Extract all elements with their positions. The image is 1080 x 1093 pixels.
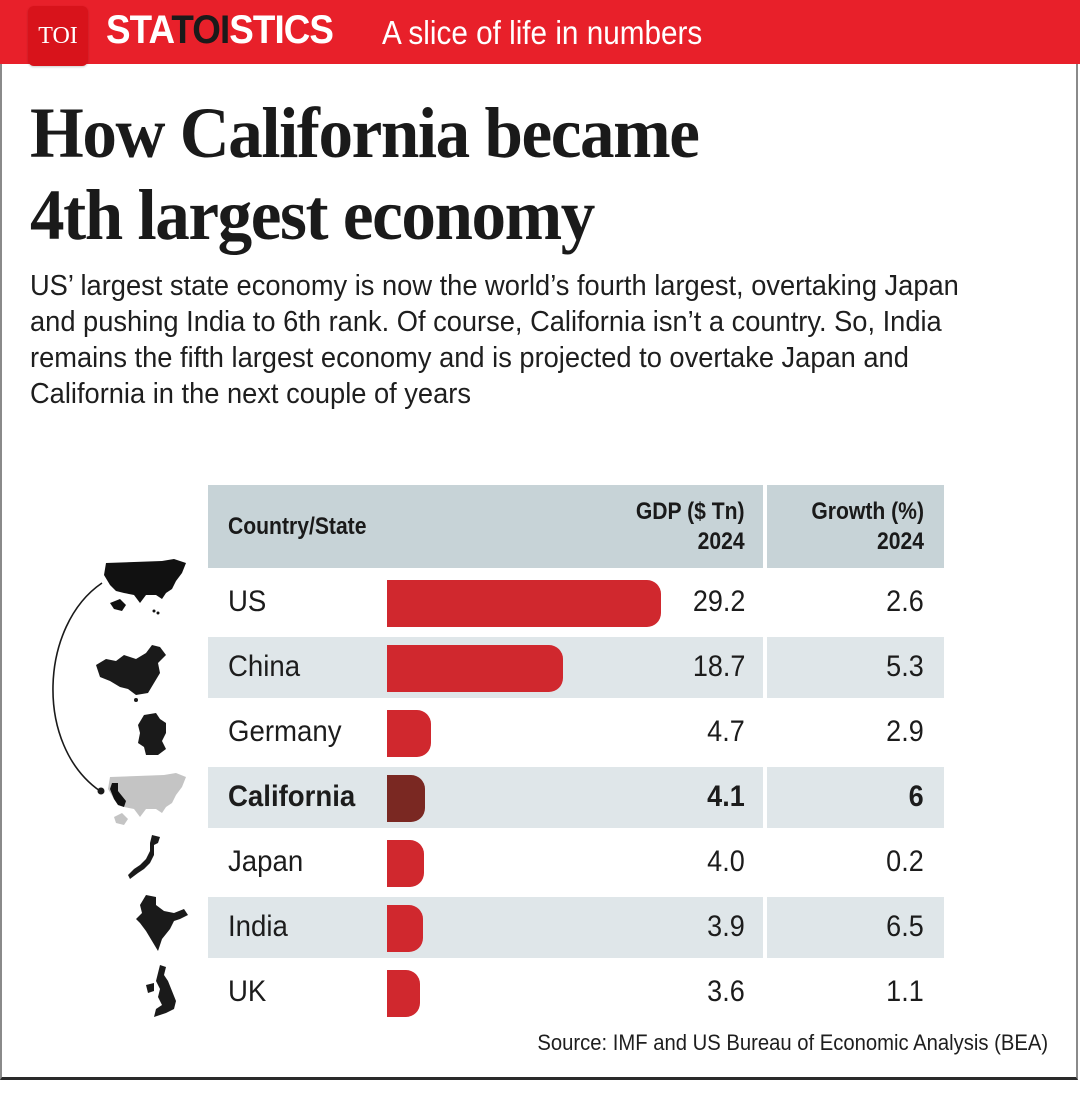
row-growth-value: 6.5 [886, 910, 924, 943]
row-growth-value: 0.2 [886, 845, 924, 878]
brand-suffix: STICS [229, 8, 334, 52]
row-gdp-value: 4.7 [707, 715, 745, 748]
statoistics-brand: STATOISTICS [106, 8, 334, 53]
row-main-cell: Japan 4.0 [208, 832, 763, 893]
row-gdp-value: 3.6 [707, 975, 745, 1008]
germany-map-icon [138, 713, 166, 755]
column-header-country: Country/State [228, 513, 367, 540]
table-row: China 18.7 5.3 [208, 637, 944, 702]
column-header-gdp: GDP ($ Tn) 2024 [636, 497, 745, 557]
row-gdp-value: 4.0 [707, 845, 745, 878]
row-growth-cell: 2.9 [767, 702, 944, 763]
table-row: Japan 4.0 0.2 [208, 832, 944, 897]
gdp-bar-highlighted [387, 775, 425, 822]
title-line-2: 4th largest economy [30, 175, 595, 255]
gdp-header-label: GDP ($ Tn) [636, 498, 745, 525]
table-row: India 3.9 6.5 [208, 897, 944, 962]
page-title: How California became 4th largest econom… [30, 92, 700, 256]
california-map-icon [108, 773, 186, 825]
india-map-icon [136, 895, 188, 951]
row-growth-cell: 2.6 [767, 572, 944, 633]
header-cell-growth: Growth (%) 2024 [767, 485, 944, 568]
row-main-cell: China 18.7 [208, 637, 763, 698]
row-country-name: UK [228, 975, 267, 1008]
gdp-bar [387, 840, 424, 887]
row-country-name: US [228, 585, 267, 618]
gdp-bar [387, 710, 431, 757]
brand-middle: TOI [171, 8, 230, 52]
row-main-cell: UK 3.6 [208, 962, 763, 1023]
connector-arc-icon [52, 582, 105, 795]
header-cell-country-gdp: Country/State GDP ($ Tn) 2024 [208, 485, 763, 568]
table-row: UK 3.6 1.1 [208, 962, 944, 1027]
toi-logo: TOI [28, 6, 88, 66]
growth-header-label: Growth (%) [811, 498, 924, 525]
growth-header-year: 2024 [877, 528, 924, 555]
row-main-cell: Germany 4.7 [208, 702, 763, 763]
row-country-name: Germany [228, 715, 342, 748]
row-country-name: China [228, 650, 301, 683]
gdp-bar [387, 970, 420, 1017]
row-growth-cell: 0.2 [767, 832, 944, 893]
map-icons-column [40, 555, 200, 1025]
row-country-name: California [228, 780, 356, 813]
intro-paragraph: US’ largest state economy is now the wor… [30, 270, 959, 410]
row-growth-cell: 5.3 [767, 637, 944, 698]
gdp-bar [387, 580, 661, 627]
title-line-1: How California became [30, 93, 700, 173]
row-growth-value: 1.1 [886, 975, 924, 1008]
row-main-cell: US 29.2 [208, 572, 763, 633]
row-growth-cell: 6 [767, 767, 944, 828]
row-gdp-value: 3.9 [707, 910, 745, 943]
header-banner: TOI STATOISTICS A slice of life in numbe… [0, 0, 1080, 66]
row-growth-value: 5.3 [886, 650, 924, 683]
china-map-icon [96, 645, 166, 702]
row-growth-cell: 1.1 [767, 962, 944, 1023]
row-growth-value: 2.6 [886, 585, 924, 618]
row-growth-value: 6 [908, 780, 924, 813]
brand-prefix: STA [106, 8, 172, 52]
row-growth-value: 2.9 [886, 715, 924, 748]
table-row: Germany 4.7 2.9 [208, 702, 944, 767]
table-row-highlighted: California 4.1 6 [208, 767, 944, 832]
gdp-bar [387, 905, 423, 952]
row-gdp-value: 4.1 [707, 780, 745, 813]
row-main-cell: India 3.9 [208, 897, 763, 958]
table-row: US 29.2 2.6 [208, 572, 944, 637]
gdp-header-year: 2024 [698, 528, 745, 555]
row-country-name: India [228, 910, 288, 943]
uk-map-icon [146, 965, 176, 1017]
row-main-cell: California 4.1 [208, 767, 763, 828]
source-note: Source: IMF and US Bureau of Economic An… [537, 1030, 1048, 1055]
row-gdp-value: 18.7 [692, 650, 745, 683]
row-country-name: Japan [228, 845, 304, 878]
row-gdp-value: 29.2 [692, 585, 745, 618]
table-header: Country/State GDP ($ Tn) 2024 Growth (%)… [208, 485, 944, 568]
tagline: A slice of life in numbers [382, 14, 703, 51]
column-header-growth: Growth (%) 2024 [811, 497, 924, 557]
gdp-bar [387, 645, 563, 692]
row-growth-cell: 6.5 [767, 897, 944, 958]
us-map-icon [104, 559, 186, 615]
gdp-table: Country/State GDP ($ Tn) 2024 Growth (%)… [208, 485, 944, 1027]
japan-map-icon [128, 835, 160, 879]
